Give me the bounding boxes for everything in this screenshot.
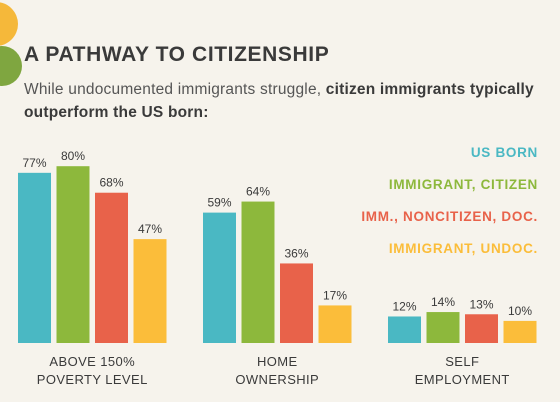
data-label-imm-noncitizen-doc-1: 68% (99, 176, 123, 190)
legend-item-us-born: US BORN (470, 145, 538, 160)
data-label-imm-noncitizen-doc-2: 36% (284, 246, 308, 260)
data-label-immigrant-citizen-3: 14% (431, 295, 455, 309)
data-label-immigrant-citizen-1: 80% (61, 149, 85, 163)
bar-immigrant-undoc-1 (133, 239, 167, 343)
data-label-immigrant-undoc-1: 47% (138, 222, 162, 236)
bar-immigrant-citizen-1 (56, 166, 90, 343)
bar-imm-noncitizen-doc-2 (280, 263, 313, 343)
bar-immigrant-undoc-3 (503, 320, 537, 343)
legend-item-noncitizen-doc: IMM., NONCITIZEN, DOC. (361, 209, 538, 224)
bar-immigrant-citizen-3 (426, 312, 460, 343)
bar-us-born-3 (388, 316, 421, 343)
chart-title: A PATHWAY TO CITIZENSHIP (24, 43, 330, 66)
subtitle-plain-text: While undocumented immigrants struggle, (24, 81, 326, 98)
bar-us-born-2 (203, 212, 236, 343)
data-label-us-born-2: 59% (207, 196, 231, 210)
bar-immigrant-undoc-2 (318, 305, 352, 343)
bar-imm-noncitizen-doc-1 (95, 192, 128, 343)
data-label-us-born-3: 12% (392, 299, 416, 313)
bar-imm-noncitizen-doc-3 (465, 314, 498, 343)
subtitle-bold-text: citizen immigrants typically outperform … (24, 81, 534, 121)
legend-item-immigrant-citizen: IMMIGRANT, CITIZEN (388, 177, 538, 192)
legend-item-undocumented: IMMIGRANT, UNDOC. (388, 241, 538, 256)
chart-legend: US BORN IMMIGRANT, CITIZEN IMM., NONCITI… (361, 143, 538, 271)
data-label-us-born-1: 77% (22, 156, 46, 170)
chart-subtitle: While undocumented immigrants struggle, … (24, 78, 544, 124)
data-label-immigrant-undoc-2: 17% (323, 288, 347, 302)
bar-us-born-1 (18, 172, 51, 343)
category-label-2-line-2: OWNERSHIP (235, 372, 319, 387)
data-label-imm-noncitizen-doc-3: 13% (469, 297, 493, 311)
category-label-1-line-1: ABOVE 150% (49, 354, 135, 369)
data-label-immigrant-undoc-3: 10% (508, 304, 532, 318)
category-label-3-line-2: EMPLOYMENT (415, 372, 510, 387)
category-label-1-line-2: POVERTY LEVEL (37, 372, 148, 387)
category-label-3-line-1: SELF (445, 354, 479, 369)
data-label-immigrant-citizen-2: 64% (246, 185, 270, 199)
decorative-yellow-circle (0, 2, 18, 46)
decorative-green-circle (0, 46, 22, 86)
category-label-2-line-1: HOME (257, 354, 298, 369)
bar-immigrant-citizen-2 (241, 201, 275, 343)
